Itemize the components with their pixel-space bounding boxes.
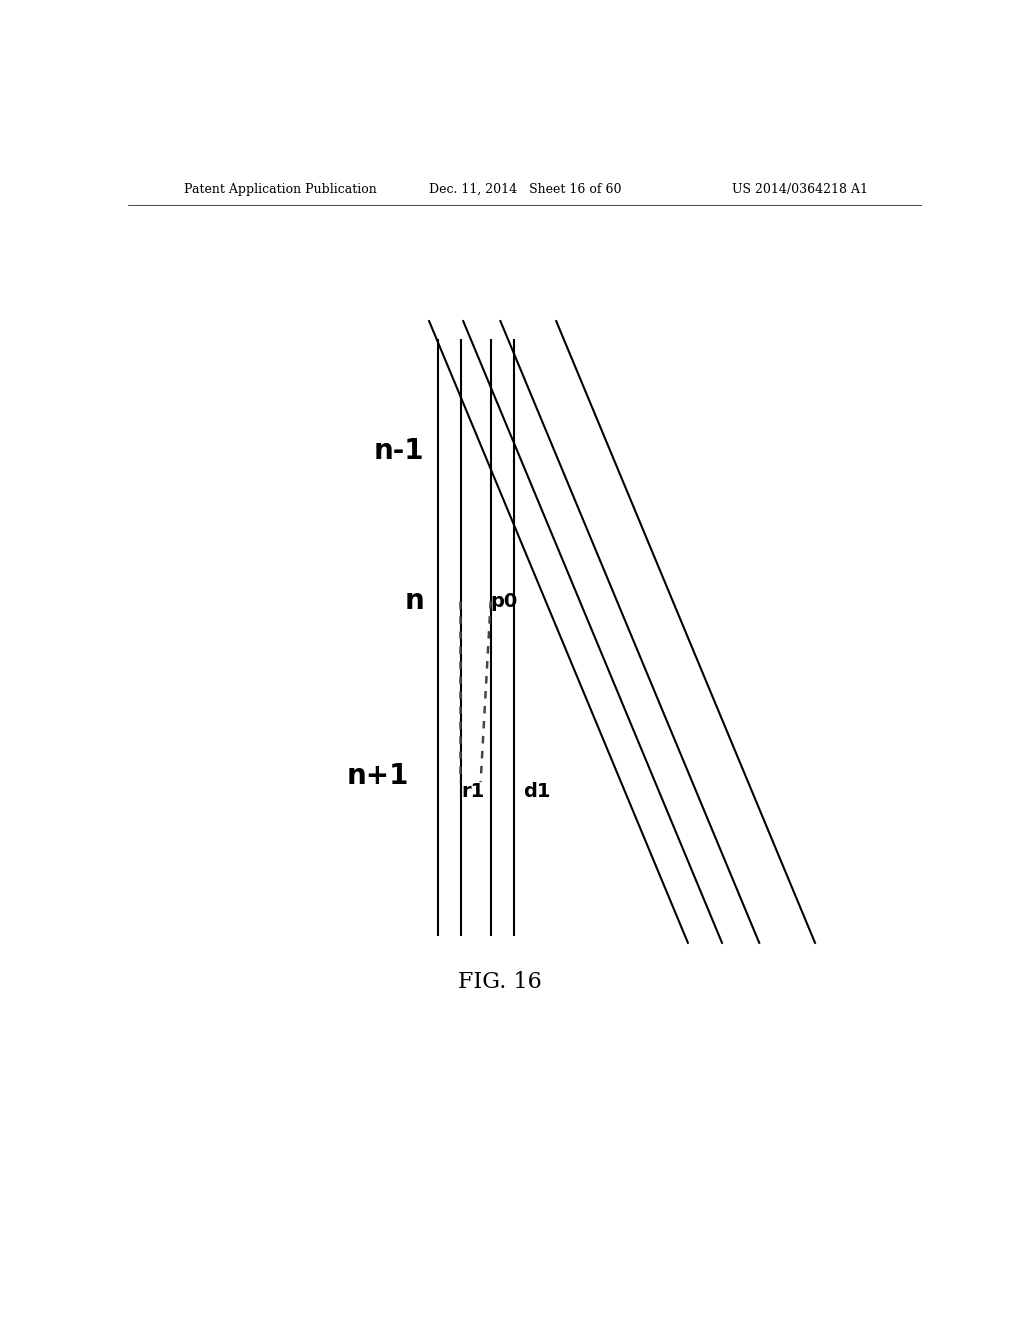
Text: Dec. 11, 2014   Sheet 16 of 60: Dec. 11, 2014 Sheet 16 of 60	[429, 183, 621, 197]
Text: n: n	[404, 587, 424, 615]
Text: FIG. 16: FIG. 16	[458, 972, 542, 994]
Text: Patent Application Publication: Patent Application Publication	[183, 183, 377, 197]
Text: r1: r1	[461, 781, 484, 801]
Text: n+1: n+1	[346, 762, 409, 789]
Text: p0: p0	[490, 591, 518, 611]
Text: n-1: n-1	[374, 437, 424, 465]
Text: US 2014/0364218 A1: US 2014/0364218 A1	[732, 183, 868, 197]
Text: d1: d1	[523, 781, 551, 801]
